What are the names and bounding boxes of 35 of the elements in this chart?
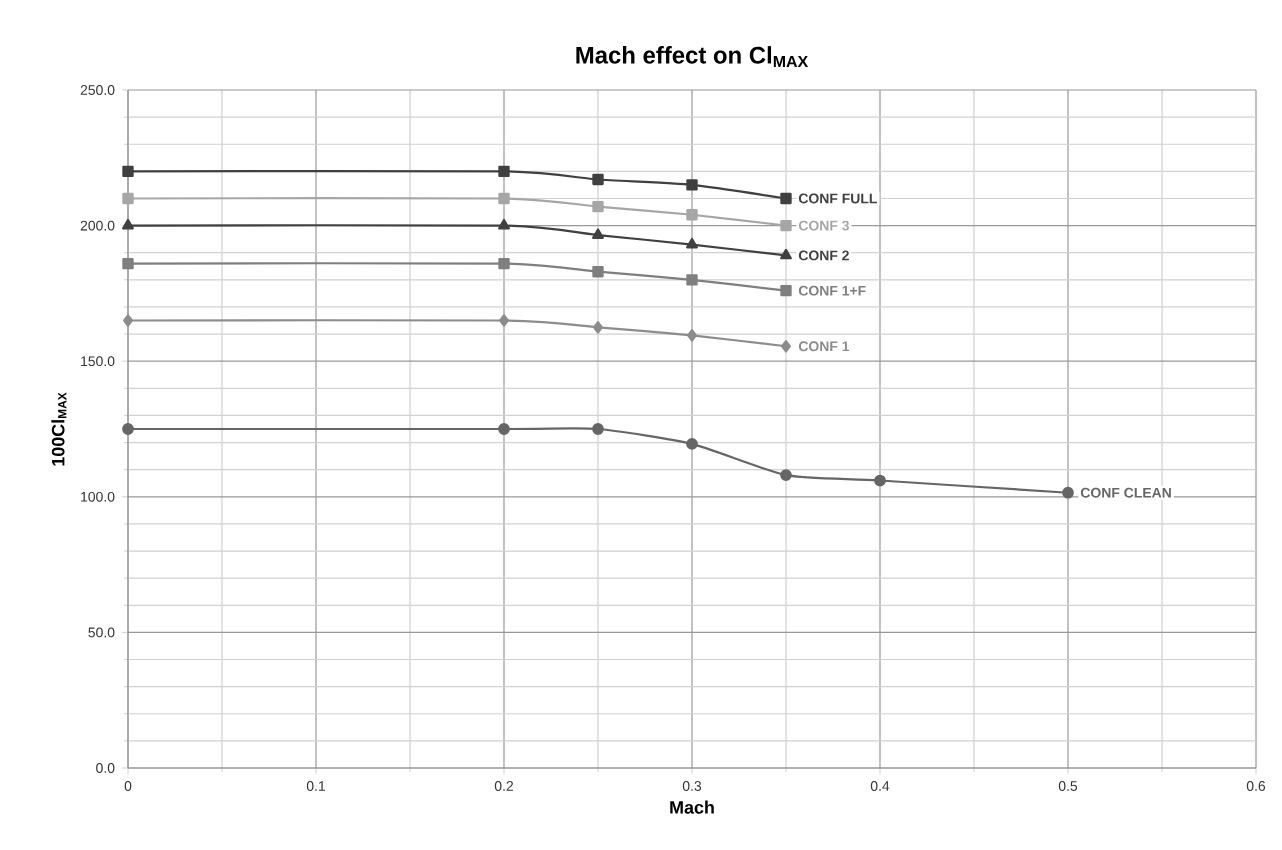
point	[592, 266, 604, 278]
point	[498, 218, 510, 230]
chart-title: Mach effect on Cl$_{MAX}$	[576, 46, 809, 68]
point	[498, 423, 510, 435]
point	[592, 228, 604, 239]
point	[592, 200, 604, 213]
point	[498, 192, 510, 205]
point	[1062, 486, 1074, 499]
point	[122, 165, 134, 178]
point	[686, 179, 698, 191]
x-axis-title: Mach	[670, 800, 714, 814]
point	[686, 274, 698, 286]
point	[686, 237, 698, 249]
point	[122, 192, 134, 205]
point	[122, 257, 134, 270]
point	[592, 423, 604, 435]
point	[122, 218, 134, 230]
point	[498, 257, 510, 270]
point	[780, 469, 792, 481]
point	[780, 285, 792, 297]
point	[780, 248, 792, 260]
point	[123, 314, 133, 327]
point	[686, 438, 698, 450]
point	[780, 219, 792, 232]
point	[781, 340, 791, 353]
point	[780, 192, 792, 205]
point	[499, 314, 509, 327]
point	[874, 474, 886, 487]
point	[593, 321, 603, 334]
point	[687, 329, 697, 342]
y-axis-title: 100Cl$_{MAX}$	[51, 392, 67, 466]
point	[592, 173, 604, 186]
point	[122, 423, 134, 435]
point	[686, 209, 698, 221]
point	[498, 165, 510, 178]
